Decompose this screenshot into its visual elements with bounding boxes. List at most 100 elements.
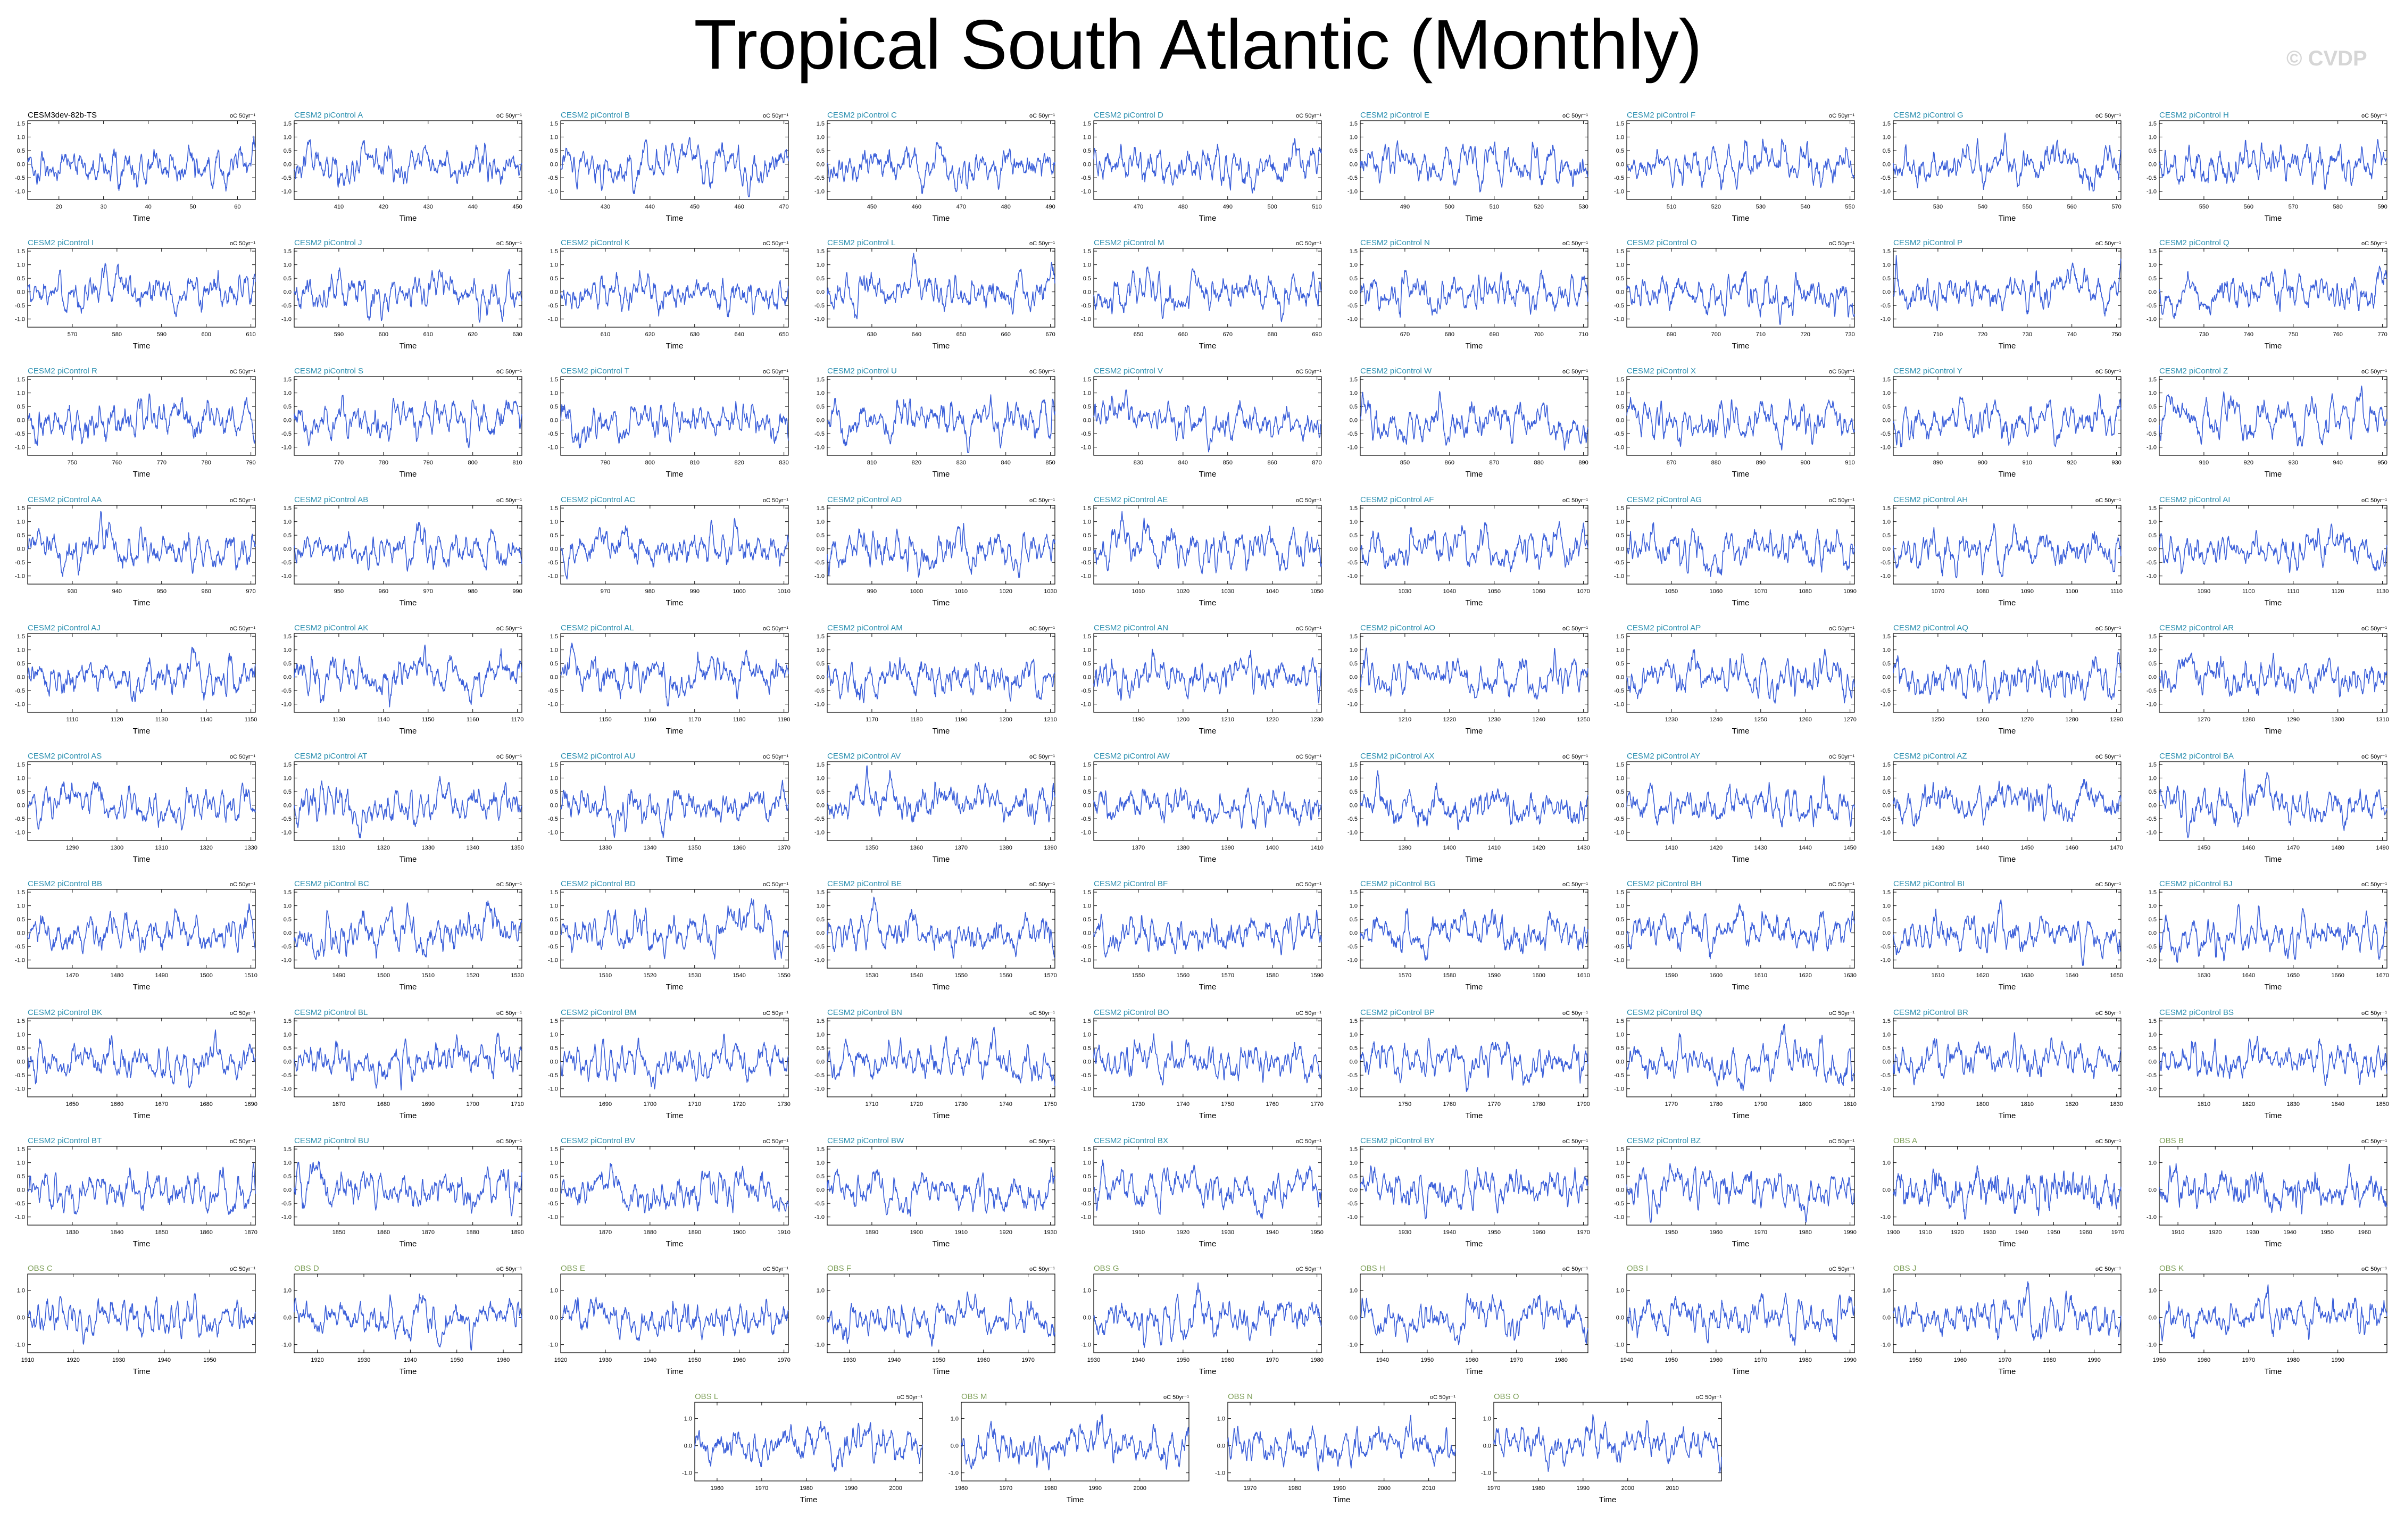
- x-axis-label: Time: [666, 727, 684, 736]
- x-tick-label: 1960: [1221, 1357, 1234, 1363]
- x-tick-label: 1210: [1221, 717, 1234, 723]
- panel-units: oC 50yr⁻¹: [763, 369, 788, 375]
- panel-title: CESM2 piControl BS: [2159, 1008, 2234, 1017]
- x-tick-label: 1680: [199, 1101, 212, 1108]
- y-tick-label: 0.5: [1616, 661, 1624, 667]
- panel-units: oC 50yr⁻¹: [2095, 1010, 2121, 1017]
- panel-units: oC 50yr⁻¹: [1029, 1138, 1055, 1145]
- y-tick-label: 0.0: [1616, 1059, 1624, 1065]
- y-tick-label: 0.0: [1883, 930, 1891, 937]
- x-axis-label: Time: [1199, 598, 1217, 607]
- x-tick-label: 1960: [1954, 1357, 1967, 1363]
- panel-units: oC 50yr⁻¹: [1029, 113, 1055, 119]
- series-line: [1360, 770, 1588, 830]
- y-tick-label: 0.0: [1616, 930, 1624, 937]
- y-tick-label: -0.5: [15, 944, 25, 950]
- x-axis-label: Time: [933, 855, 950, 864]
- plot-frame: [827, 120, 1055, 200]
- y-tick-label: 0.5: [1616, 1173, 1624, 1180]
- x-tick-label: 500: [1445, 204, 1454, 210]
- y-tick-label: -1.0: [548, 573, 558, 580]
- y-tick-label: -1.0: [548, 1214, 558, 1221]
- plot-frame: [1093, 889, 1322, 969]
- x-tick-label: 1050: [1310, 588, 1323, 595]
- x-tick-label: 960: [379, 588, 388, 595]
- x-tick-label: 1980: [2043, 1357, 2056, 1363]
- y-tick-label: -1.0: [281, 1342, 292, 1348]
- y-tick-label: -1.0: [548, 1086, 558, 1093]
- panel-cesm2-picontrol-ar: CESM2 piControl AR oC 50yr⁻¹1.51.00.50.0-…: [2147, 623, 2389, 736]
- y-tick-label: 1.0: [1083, 519, 1091, 526]
- x-tick-label: 880: [1711, 460, 1721, 466]
- y-tick-label: -0.5: [2147, 1072, 2157, 1079]
- x-tick-label: 1490: [332, 972, 345, 979]
- x-axis-label: Time: [1732, 1239, 1750, 1248]
- panel-cesm2-picontrol-by: CESM2 piControl BY oC 50yr⁻¹1.51.00.50.0-…: [1347, 1136, 1590, 1248]
- x-tick-label: 1260: [1976, 717, 1989, 723]
- x-tick-label: 1810: [2021, 1101, 2034, 1108]
- x-tick-label: 1900: [910, 1229, 923, 1236]
- x-axis-label: Time: [1999, 1111, 2016, 1120]
- x-tick-label: 1360: [733, 845, 745, 851]
- x-tick-label: 790: [423, 460, 433, 466]
- y-tick-label: -0.5: [1081, 431, 1091, 437]
- x-tick-label: 770: [157, 460, 167, 466]
- series-line: [294, 644, 522, 707]
- y-tick-label: -1.0: [814, 573, 825, 580]
- x-tick-label: 760: [112, 460, 122, 466]
- x-tick-label: 1270: [2198, 717, 2210, 723]
- y-tick-label: -1.0: [2147, 1214, 2157, 1221]
- y-tick-label: 1.0: [1083, 135, 1091, 141]
- x-axis-label: Time: [933, 983, 950, 992]
- x-tick-label: 430: [601, 204, 610, 210]
- y-tick-label: 1.5: [17, 377, 25, 383]
- x-axis-label: Time: [1466, 727, 1483, 736]
- y-tick-label: -1.0: [15, 317, 25, 323]
- y-tick-label: -1.0: [1347, 702, 1358, 708]
- y-tick-label: -1.0: [1081, 1214, 1091, 1221]
- panel-cesm2-picontrol-bi: CESM2 piControl BI oC 50yr⁻¹1.51.00.50.0-…: [1881, 879, 2123, 992]
- y-tick-label: -0.5: [814, 1201, 825, 1207]
- panel-cesm2-picontrol-ae: CESM2 piControl AE oC 50yr⁻¹1.51.00.50.0-…: [1081, 495, 1324, 607]
- y-tick-label: 0.5: [817, 917, 825, 923]
- series-line: [1093, 910, 1322, 958]
- x-tick-label: 840: [1178, 460, 1188, 466]
- x-tick-label: 1980: [1044, 1485, 1057, 1492]
- x-tick-label: 470: [779, 204, 788, 210]
- y-tick-label: -1.0: [1081, 1342, 1091, 1348]
- panel-units: oC 50yr⁻¹: [1562, 881, 1588, 888]
- y-tick-label: 1.0: [550, 390, 558, 397]
- x-tick-label: 1410: [1665, 845, 1678, 851]
- x-tick-label: 1160: [467, 717, 479, 723]
- panel-units: oC 50yr⁻¹: [763, 881, 788, 888]
- panel-title: OBS N: [1228, 1392, 1253, 1401]
- series-line: [1360, 908, 1588, 961]
- y-tick-label: 1.5: [1083, 1018, 1091, 1025]
- y-tick-label: 0.5: [1616, 404, 1624, 410]
- x-axis-label: Time: [1067, 1495, 1084, 1504]
- panel-units: oC 50yr⁻¹: [2095, 240, 2121, 247]
- series-line: [1626, 1023, 1855, 1092]
- panel-units: oC 50yr⁻¹: [1296, 881, 1321, 888]
- x-axis-label: Time: [1466, 983, 1483, 992]
- x-tick-label: 620: [468, 331, 478, 338]
- x-axis-label: Time: [1999, 855, 2016, 864]
- x-tick-label: 1480: [111, 972, 123, 979]
- x-tick-label: 750: [68, 460, 77, 466]
- x-tick-label: 480: [1178, 204, 1188, 210]
- x-tick-label: 1930: [2246, 1229, 2259, 1236]
- x-tick-label: 1920: [66, 1357, 79, 1363]
- plot-frame: [560, 248, 789, 328]
- y-tick-label: 0.5: [1083, 789, 1091, 795]
- plot-frame: [2159, 248, 2387, 328]
- y-tick-label: 1.0: [2149, 776, 2157, 782]
- panel-units: oC 50yr⁻¹: [2361, 1010, 2387, 1017]
- panel-units: oC 50yr⁻¹: [1696, 1394, 1721, 1401]
- y-tick-label: -1.0: [1614, 1342, 1624, 1348]
- series-line: [1093, 511, 1322, 575]
- panel-units: oC 50yr⁻¹: [1029, 240, 1055, 247]
- y-tick-label: 0.5: [1083, 276, 1091, 282]
